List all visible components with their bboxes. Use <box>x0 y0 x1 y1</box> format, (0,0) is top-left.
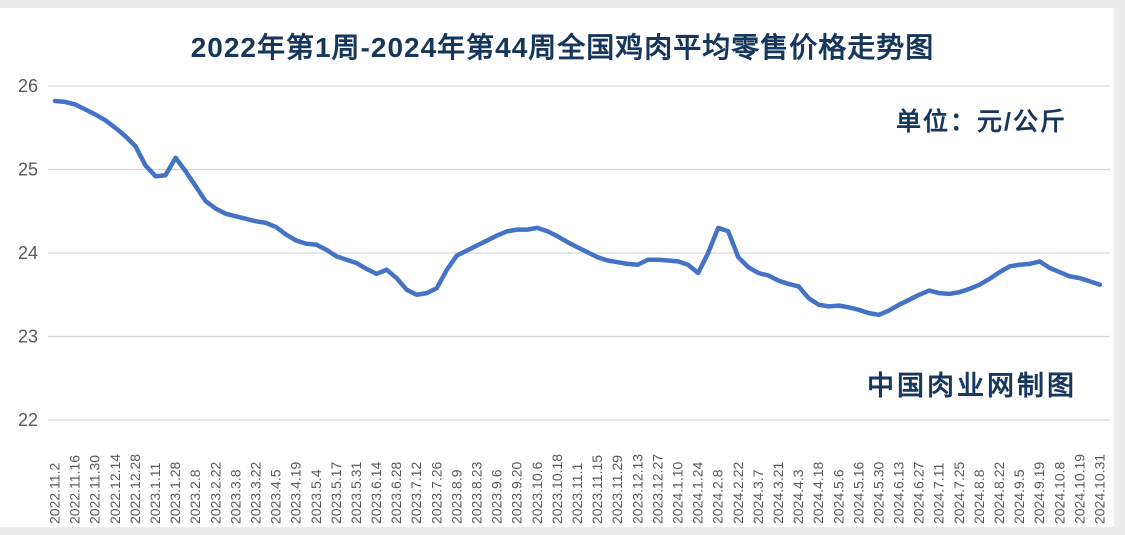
x-tick-label: 2022.12.14 <box>107 454 123 524</box>
x-tick-label: 2024.5.30 <box>870 462 886 524</box>
x-tick-label: 2023.10.18 <box>549 454 565 524</box>
x-tick-label: 2024.3.21 <box>770 462 786 524</box>
frame-top <box>0 0 1125 8</box>
frame-bottom <box>0 527 1125 535</box>
price-line <box>52 98 1103 318</box>
x-tick-label: 2023.5.31 <box>348 462 364 524</box>
x-tick-label: 2024.9.19 <box>1031 462 1047 524</box>
x-tick-label: 2023.9.20 <box>509 462 525 524</box>
x-tick-label: 2024.10.19 <box>1071 454 1087 524</box>
x-tick-label: 2023.4.5 <box>268 469 284 524</box>
x-tick-label: 2024.6.13 <box>891 462 907 524</box>
watermark: 中国肉业网制图 <box>867 371 1077 401</box>
x-tick-label: 2023.3.8 <box>227 469 243 524</box>
x-tick-label: 2023.8.9 <box>448 469 464 524</box>
x-tick-label: 2023.1.28 <box>167 462 183 524</box>
x-tick-label: 2022.11.2 <box>47 463 63 524</box>
x-tick-label: 2023.7.26 <box>428 462 444 524</box>
x-tick-label: 2023.12.13 <box>629 454 645 524</box>
x-tick-label: 2023.2.22 <box>207 462 223 524</box>
x-tick-label: 2024.9.5 <box>1011 469 1027 524</box>
x-tick-label: 2024.8.8 <box>971 469 987 524</box>
x-tick-label: 2024.4.18 <box>810 462 826 524</box>
x-tick-label: 2024.5.16 <box>850 462 866 524</box>
x-tick-label: 2023.11.15 <box>589 455 605 524</box>
x-tick-label: 2023.3.22 <box>248 462 264 524</box>
x-tick-label: 2024.5.6 <box>830 469 846 524</box>
x-tick-label: 2024.2.8 <box>710 469 726 524</box>
y-tick-label: 26 <box>18 76 38 96</box>
x-tick-label: 2023.10.6 <box>529 462 545 524</box>
x-tick-label: 2023.8.23 <box>469 462 485 524</box>
x-tick-label: 2023.11.1 <box>569 463 585 524</box>
y-tick-label: 25 <box>18 160 38 180</box>
x-tick-label: 2022.11.30 <box>87 455 103 524</box>
x-tick-label: 2022.11.16 <box>67 455 83 524</box>
x-tick-label: 2022.12.28 <box>127 454 143 524</box>
x-tick-label: 2023.5.17 <box>328 462 344 524</box>
x-tick-label: 2023.6.14 <box>368 462 384 524</box>
x-tick-label: 2024.10.31 <box>1092 454 1108 524</box>
x-tick-label: 2023.1.11 <box>147 463 163 524</box>
x-tick-label: 2023.7.12 <box>408 462 424 524</box>
x-tick-label: 2023.11.29 <box>609 455 625 524</box>
unit-label: 单位：元/公斤 <box>896 108 1067 136</box>
x-tick-label: 2024.10.8 <box>1051 462 1067 524</box>
y-tick-label: 22 <box>18 410 38 430</box>
x-tick-label: 2024.3.7 <box>750 469 766 524</box>
x-tick-label: 2024.7.11 <box>931 463 947 524</box>
x-tick-label: 2023.6.28 <box>388 462 404 524</box>
y-tick-label: 24 <box>18 243 38 263</box>
x-tick-label: 2023.2.8 <box>187 469 203 524</box>
x-tick-label: 2023.9.6 <box>489 469 505 524</box>
x-tick-label: 2023.5.4 <box>308 469 324 524</box>
x-tick-label: 2024.6.27 <box>911 462 927 524</box>
x-tick-label: 2024.8.22 <box>991 462 1007 524</box>
x-tick-label: 2024.4.3 <box>790 469 806 524</box>
frame-right <box>1114 0 1125 535</box>
x-tick-label: 2024.2.22 <box>730 462 746 524</box>
x-tick-label: 2023.4.19 <box>288 462 304 524</box>
x-tick-label: 2024.1.10 <box>670 462 686 524</box>
x-tick-label: 2024.7.25 <box>951 462 967 524</box>
y-tick-label: 23 <box>18 327 38 347</box>
x-tick-label: 2024.1.24 <box>690 462 706 524</box>
chart-title: 2022年第1周-2024年第44周全国鸡肉平均零售价格走势图 <box>190 32 935 63</box>
x-tick-label: 2023.12.27 <box>649 454 665 524</box>
